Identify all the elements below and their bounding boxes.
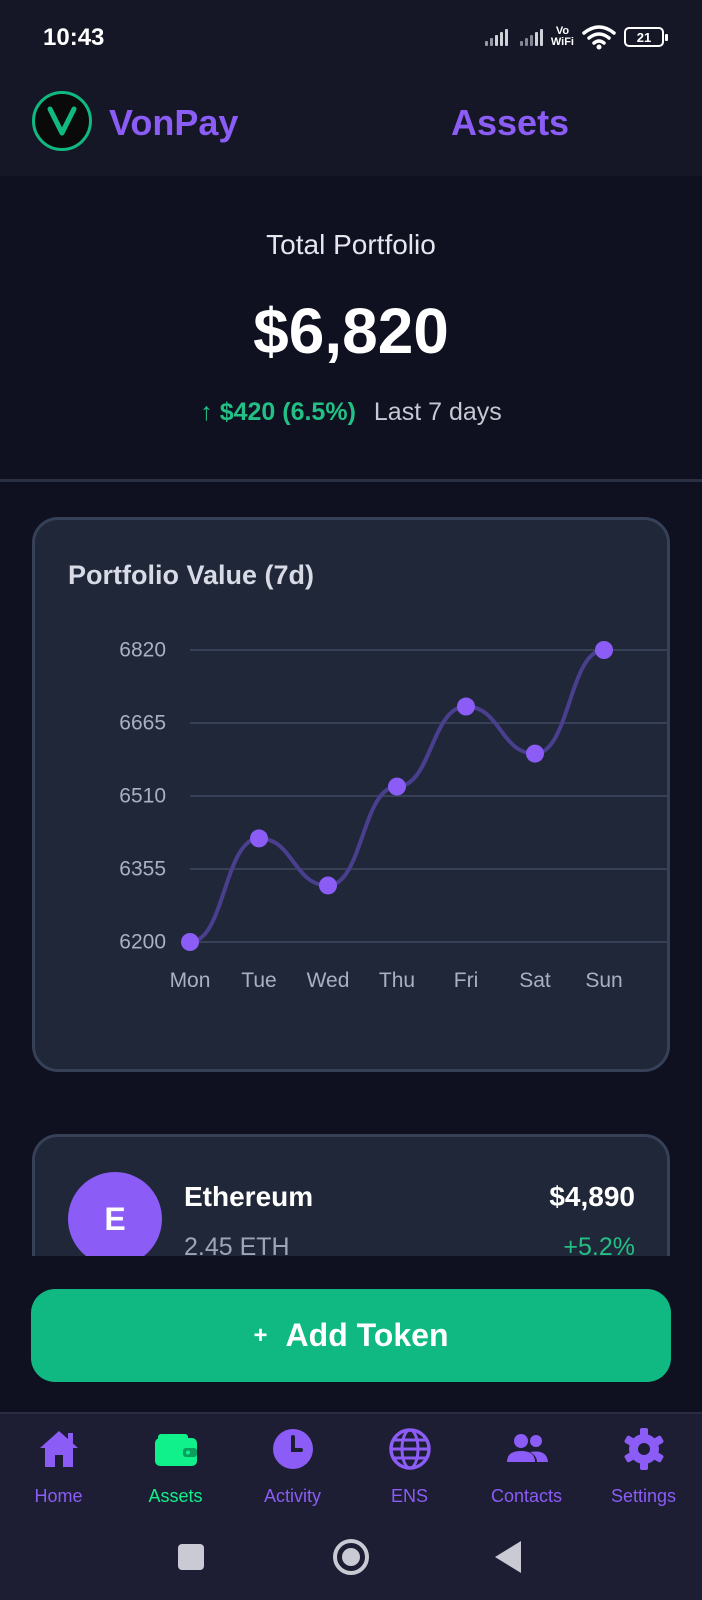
token-value: $4,890 bbox=[549, 1181, 635, 1212]
data-point bbox=[388, 777, 406, 796]
vowifi-indicator: Vo WiFi bbox=[550, 25, 574, 48]
contacts-icon bbox=[507, 1434, 548, 1462]
nav-label-assets: Assets bbox=[148, 1486, 203, 1506]
plus-icon: + bbox=[253, 1321, 268, 1349]
token-change: +5.2% bbox=[563, 1233, 635, 1256]
logo-v-icon bbox=[47, 106, 77, 136]
nav-label-activity: Activity bbox=[263, 1486, 321, 1506]
portfolio-chart-card: Portfolio Value (7d) 6820 6665 6510 6355 620… bbox=[32, 517, 670, 1072]
portfolio-change-period: Last 7 days bbox=[373, 398, 502, 426]
nav-label-home: Home bbox=[34, 1486, 83, 1506]
signal-icon-secondary bbox=[519, 28, 543, 46]
nav-label-contacts: Contacts bbox=[490, 1486, 563, 1506]
nav-item-settings[interactable]: Settings bbox=[585, 1414, 702, 1519]
nav-item-home[interactable]: Home bbox=[0, 1414, 117, 1519]
wallet-icon bbox=[155, 1434, 197, 1466]
nav-item-activity[interactable]: Activity bbox=[234, 1414, 351, 1519]
nav-label-settings: Settings bbox=[610, 1486, 677, 1506]
system-nav-bar bbox=[0, 1519, 702, 1600]
brand-name: VonPay bbox=[109, 102, 239, 143]
data-point bbox=[457, 697, 475, 716]
back-button[interactable] bbox=[493, 1539, 523, 1575]
clock-icon bbox=[273, 1429, 313, 1469]
data-point bbox=[181, 933, 199, 951]
data-point bbox=[319, 876, 337, 895]
data-point bbox=[595, 641, 613, 659]
home-icon bbox=[40, 1431, 78, 1467]
app-header: VonPay Assets bbox=[0, 78, 702, 176]
wifi-icon bbox=[582, 25, 616, 50]
nav-label-ens: ENS bbox=[390, 1486, 428, 1506]
x-tick-label: Sun bbox=[585, 969, 622, 992]
y-tick-label: 6665 bbox=[119, 712, 166, 735]
x-tick-label: Fri bbox=[454, 969, 479, 992]
y-tick-label: 6200 bbox=[119, 931, 166, 954]
x-tick-label: Tue bbox=[241, 969, 276, 992]
data-point bbox=[250, 829, 268, 848]
add-token-button[interactable]: + Add Token bbox=[31, 1289, 671, 1382]
y-tick-label: 6510 bbox=[119, 785, 166, 808]
token-avatar: E bbox=[68, 1172, 162, 1256]
x-tick-label: Sat bbox=[519, 969, 551, 992]
recents-button[interactable] bbox=[177, 1543, 205, 1571]
page-title: Assets bbox=[451, 102, 570, 143]
token-name: Ethereum bbox=[184, 1181, 314, 1212]
nav-item-ens[interactable]: ENS bbox=[351, 1414, 468, 1519]
portfolio-summary: Total Portfolio $6,820 ↑ $420 (6.5%) Las… bbox=[0, 176, 702, 482]
total-portfolio-label: Total Portfolio bbox=[266, 229, 436, 260]
x-tick-label: Wed bbox=[307, 969, 350, 992]
x-tick-label: Mon bbox=[170, 969, 211, 992]
token-list[interactable]: E Ethereum 2.45 ETH $4,890 +5.2% bbox=[32, 1134, 670, 1256]
status-icons: Vo WiFi 21 bbox=[484, 22, 668, 52]
portfolio-change: ↑ $420 (6.5%) Last 7 days bbox=[0, 398, 702, 427]
chart-title: Portfolio Value (7d) bbox=[68, 560, 315, 590]
token-card-ethereum[interactable]: E Ethereum 2.45 ETH $4,890 +5.2% bbox=[32, 1134, 670, 1256]
portfolio-change-amount: ↑ $420 (6.5%) bbox=[200, 398, 356, 426]
data-point bbox=[526, 744, 544, 763]
bottom-nav: Home Assets Activity ENS bbox=[0, 1412, 702, 1519]
status-bar: 10:43 Vo WiFi 21 bbox=[0, 0, 702, 78]
nav-item-contacts[interactable]: Contacts bbox=[468, 1414, 585, 1519]
token-amount: 2.45 ETH bbox=[184, 1233, 290, 1256]
battery-icon: 21 bbox=[624, 27, 668, 47]
signal-icon bbox=[484, 28, 508, 46]
app-logo bbox=[32, 91, 92, 151]
y-tick-label: 6820 bbox=[119, 639, 166, 662]
home-button[interactable] bbox=[331, 1537, 371, 1577]
y-tick-label: 6355 bbox=[119, 858, 166, 881]
add-token-label: Add Token bbox=[285, 1317, 449, 1353]
nav-item-assets[interactable]: Assets bbox=[117, 1414, 234, 1519]
x-tick-label: Thu bbox=[379, 969, 415, 992]
total-portfolio-value: $6,820 bbox=[253, 295, 449, 367]
globe-icon bbox=[389, 1428, 431, 1470]
gear-icon bbox=[624, 1428, 664, 1470]
status-time: 10:43 bbox=[43, 24, 105, 51]
